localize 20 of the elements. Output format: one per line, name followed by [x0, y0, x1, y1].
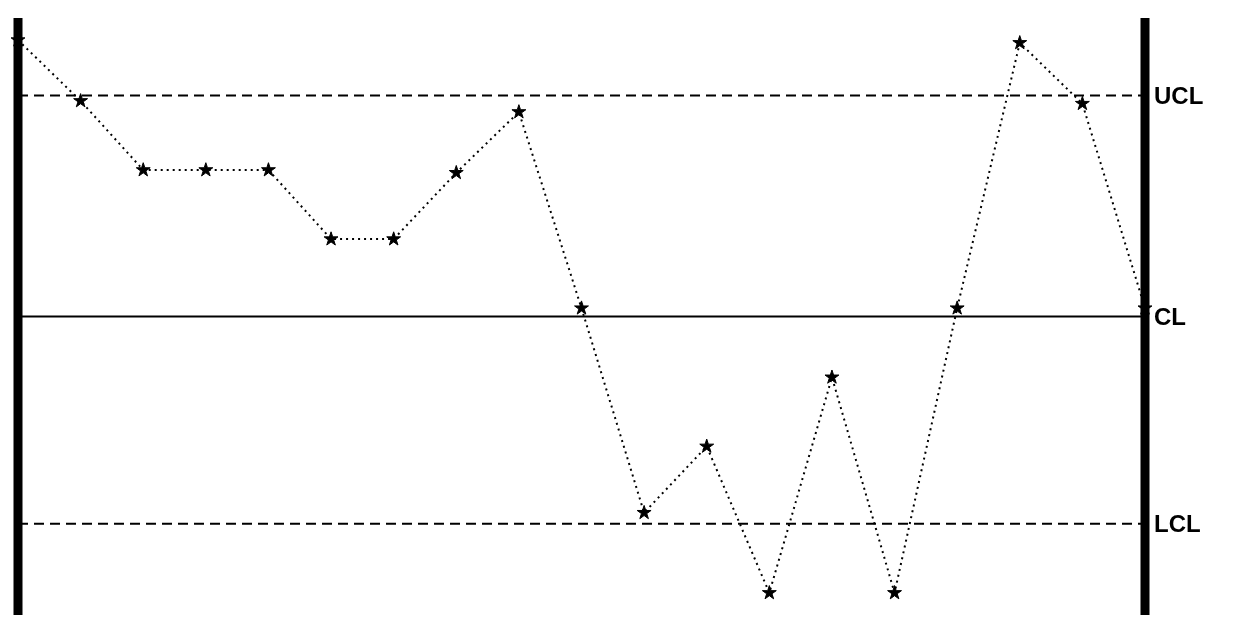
point [1012, 35, 1028, 50]
point [448, 164, 464, 180]
point [386, 231, 402, 246]
point [323, 231, 339, 246]
ref-line-label: UCL [1154, 81, 1204, 109]
point [824, 369, 840, 384]
point [260, 162, 276, 177]
point [699, 438, 715, 453]
point [574, 300, 589, 315]
point [198, 162, 214, 177]
point [511, 104, 527, 119]
point [761, 585, 777, 600]
ref-line-label: CL [1154, 303, 1186, 331]
ref-line-label: LCL [1154, 510, 1201, 538]
point [73, 93, 89, 108]
point [1074, 95, 1090, 111]
point [887, 585, 903, 600]
point [135, 162, 151, 177]
point [636, 504, 652, 520]
point [949, 300, 965, 315]
